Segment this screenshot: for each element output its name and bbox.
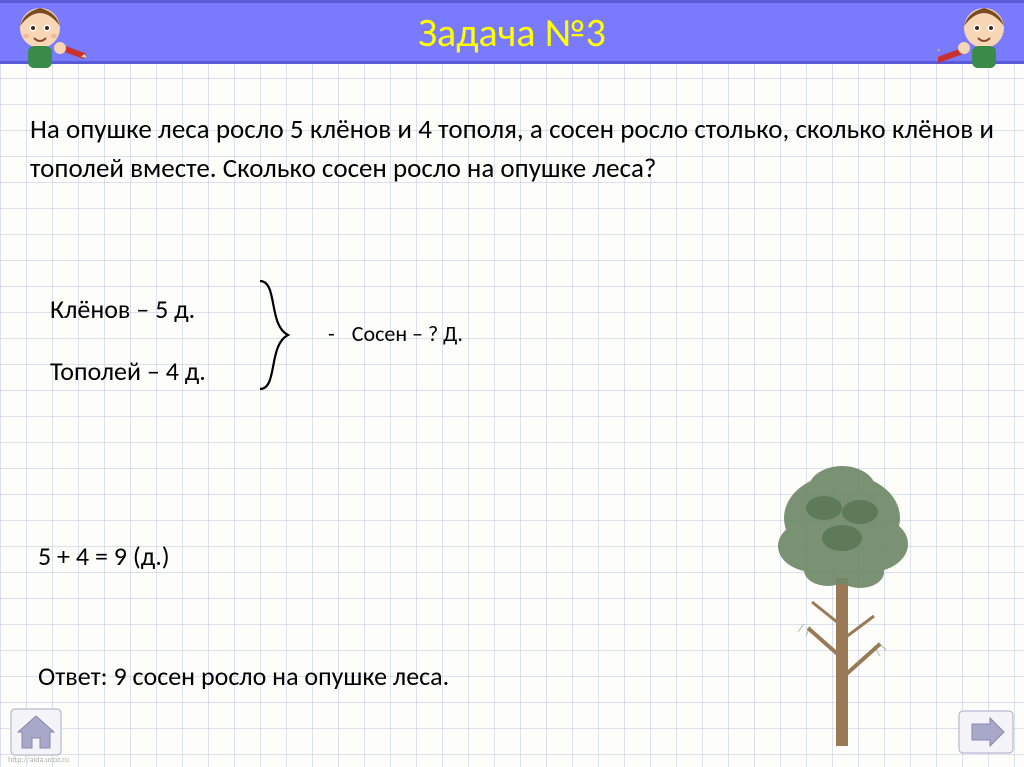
curly-brace-icon <box>250 275 300 400</box>
dash-icon: - <box>328 320 335 347</box>
given-line-2: Тополей – 4 д. <box>50 340 206 402</box>
pine-tree-icon <box>758 448 928 753</box>
problem-text: На опушке леса росло 5 клёнов и 4 тополя… <box>30 110 994 188</box>
mascot-left-icon <box>6 0 86 81</box>
next-button[interactable] <box>958 710 1014 759</box>
given-line-1: Клёнов – 5 д. <box>50 278 206 340</box>
header: Задача №3 <box>0 0 1024 64</box>
home-button[interactable] <box>10 708 62 761</box>
answer-text: Ответ: 9 сосен росло на опушке леса. <box>38 660 449 692</box>
result-unknown: - Сосен – ? Д. <box>328 320 463 347</box>
mascot-right-icon <box>938 0 1018 81</box>
result-text: Сосен – ? Д. <box>352 320 463 347</box>
calculation: 5 + 4 = 9 (д.) <box>38 540 170 572</box>
given-data: Клёнов – 5 д. Тополей – 4 д. <box>50 278 206 403</box>
page-title: Задача №3 <box>418 8 606 57</box>
